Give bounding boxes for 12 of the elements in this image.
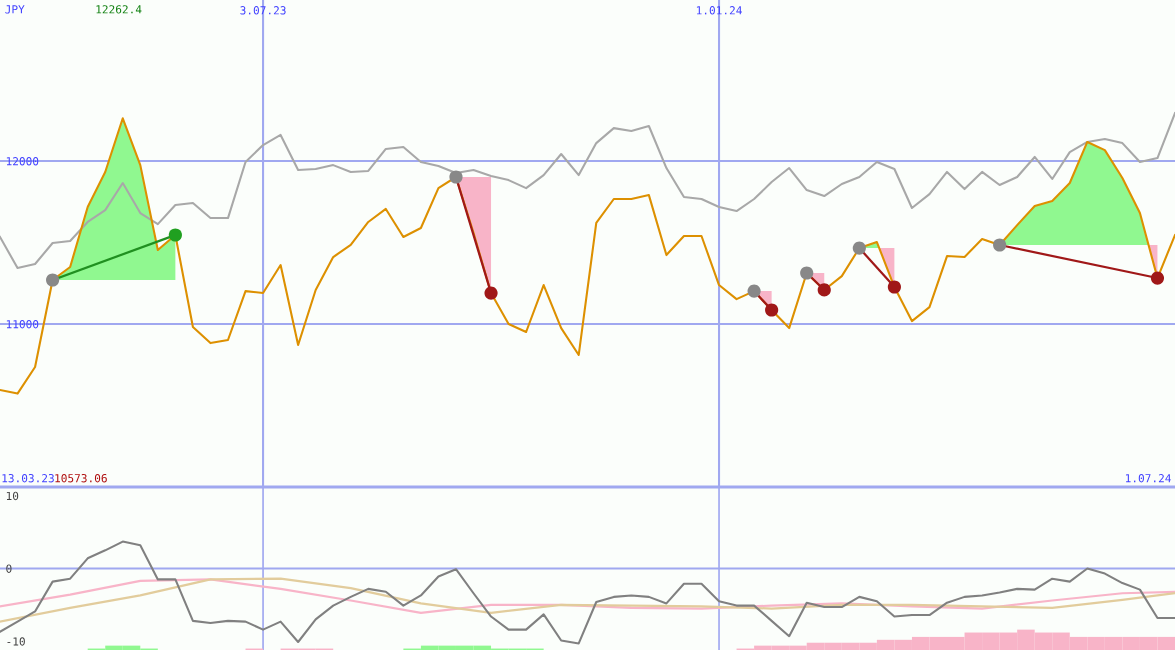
y-tick-label: 0: [6, 564, 12, 573]
annotation: JPY: [5, 5, 25, 14]
annotation: 10573.06: [55, 474, 107, 483]
y-tick-label: 10: [6, 491, 19, 501]
x-tick-label: 1.01.24: [696, 6, 742, 15]
annotation: 12262.4: [96, 5, 142, 14]
y-tick-label: -10: [7, 637, 25, 646]
annotation: 1.07.24: [1125, 474, 1171, 483]
annotation: 13.03.23: [2, 474, 54, 483]
y-tick-label: 12000: [6, 157, 39, 166]
x-tick-label: 3.07.23: [240, 6, 286, 15]
y-tick-label: 11000: [6, 320, 39, 329]
